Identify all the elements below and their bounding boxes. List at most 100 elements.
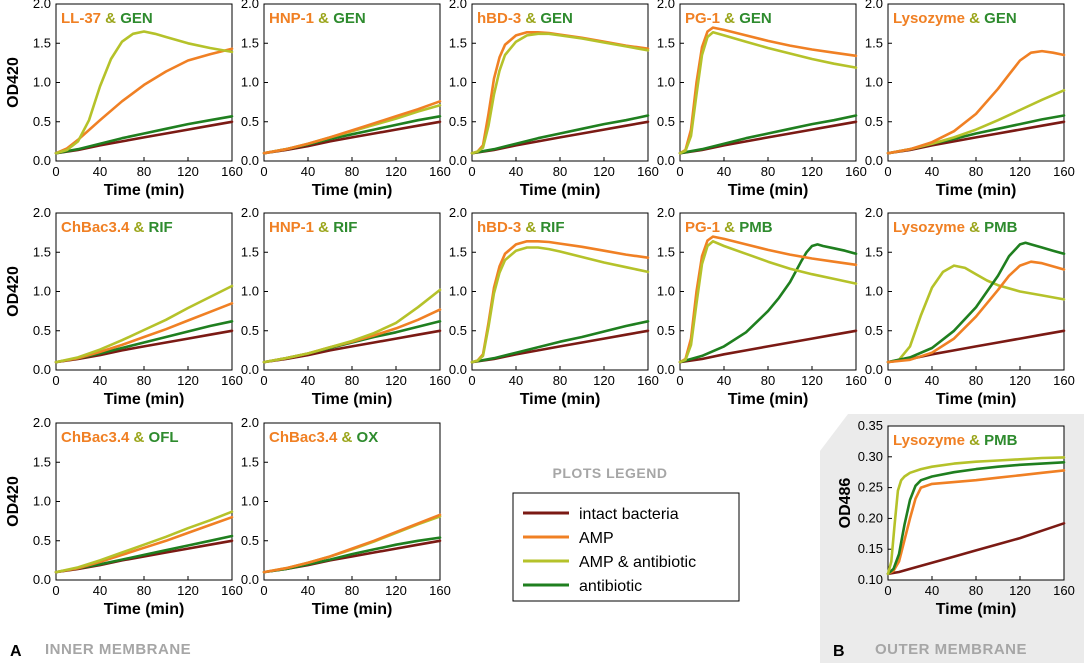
y-tick-label: 1.0 — [241, 75, 259, 90]
y-tick-label: 0.0 — [657, 153, 675, 168]
x-tick-label: 40 — [93, 164, 107, 179]
y-tick-label: 0.5 — [865, 323, 883, 338]
chart-p8: 0.0 0.5 1.0 1.5 2.0 0 40 80 120 160 Time (min) hBD-… — [449, 205, 659, 408]
x-tick-label: 80 — [969, 164, 983, 179]
x-tick-label: 40 — [925, 373, 939, 388]
title-amp-sep: & — [101, 10, 120, 27]
outer-membrane-label: OUTER MEMBRANE — [875, 641, 1027, 658]
y-tick-label: 0.5 — [241, 114, 259, 129]
series-line-amp_ab — [470, 32, 650, 155]
x-tick-label: 0 — [52, 373, 59, 388]
y-tick-label: 1.0 — [657, 284, 675, 299]
title-antibiotic: GEN — [739, 10, 772, 27]
title-antibiotic: PMB — [739, 219, 773, 236]
series-line-antibiotic — [678, 243, 858, 364]
x-tick-label: 80 — [761, 164, 775, 179]
x-tick-label: 80 — [137, 373, 151, 388]
x-tick-label: 160 — [637, 373, 659, 388]
title-amp: Lysozyme — [893, 10, 965, 27]
title-amp: ChBac3.4 — [61, 219, 130, 236]
x-axis-label: Time (min) — [520, 182, 601, 199]
inner-membrane-label: INNER MEMBRANE — [45, 641, 191, 658]
y-tick-label: 2.0 — [657, 205, 675, 220]
x-axis-label: Time (min) — [728, 182, 809, 199]
legend-label-amp: AMP — [579, 530, 614, 547]
x-tick-label: 160 — [221, 164, 243, 179]
title-amp-sep: & — [521, 10, 540, 27]
title-amp: PG-1 — [685, 219, 720, 236]
y-tick-label: 1.5 — [241, 35, 259, 50]
y-tick-label: 0.0 — [33, 153, 51, 168]
x-tick-label: 160 — [221, 583, 243, 598]
x-tick-label: 0 — [52, 583, 59, 598]
plots-group: 0.0 0.5 1.0 1.5 2.0 0 40 80 120 160 Time (min) OD42… — [5, 0, 1075, 618]
x-tick-label: 40 — [301, 583, 315, 598]
title-amp-sep: & — [965, 432, 984, 449]
y-tick-label: 1.5 — [241, 244, 259, 259]
y-tick-label: 1.0 — [33, 494, 51, 509]
title-antibiotic: OFL — [149, 429, 179, 446]
y-tick-label: 0.0 — [33, 572, 51, 587]
series-line-antibiotic — [886, 460, 1066, 576]
title-amp-sep: & — [129, 429, 148, 446]
x-tick-label: 40 — [93, 373, 107, 388]
y-tick-label: 1.0 — [449, 75, 467, 90]
x-tick-label: 0 — [884, 583, 891, 598]
x-tick-label: 40 — [717, 164, 731, 179]
series-line-amp — [886, 260, 1066, 364]
plots-legend: PLOTS LEGEND intact bacteria AMP AMP & ant… — [512, 465, 740, 602]
y-tick-label: 0.0 — [241, 572, 259, 587]
y-tick-label: 0.0 — [241, 153, 259, 168]
title-amp: ChBac3.4 — [61, 429, 130, 446]
x-tick-label: 80 — [761, 373, 775, 388]
x-tick-label: 160 — [429, 583, 451, 598]
chart-p4: 0.0 0.5 1.0 1.5 2.0 0 40 80 120 160 Time (min) PG-1… — [657, 0, 867, 199]
series-line-amp — [262, 513, 442, 574]
title-antibiotic: PMB — [984, 432, 1018, 449]
y-tick-label: 0.0 — [241, 362, 259, 377]
x-axis-label: Time (min) — [104, 601, 185, 618]
y-axis-label: OD420 — [5, 476, 22, 527]
chart-p2: 0.0 0.5 1.0 1.5 2.0 0 40 80 120 160 Time (min) HNP-… — [241, 0, 451, 199]
y-tick-label: 0.10 — [858, 572, 883, 587]
chart-p7: 0.0 0.5 1.0 1.5 2.0 0 40 80 120 160 Time (min) HNP-… — [241, 205, 451, 408]
y-tick-label: 2.0 — [449, 0, 467, 11]
plot-title: LL-37 & GEN — [61, 10, 153, 27]
title-antibiotic: GEN — [984, 10, 1017, 27]
y-tick-label: 2.0 — [865, 0, 883, 11]
x-tick-label: 0 — [884, 164, 891, 179]
y-tick-label: 1.5 — [657, 244, 675, 259]
title-amp-sep: & — [965, 219, 984, 236]
series-line-antibiotic — [886, 241, 1066, 364]
y-tick-label: 0.0 — [865, 153, 883, 168]
series-line-amp_ab — [886, 264, 1066, 364]
plot-title: ChBac3.4 & OX — [269, 429, 378, 446]
x-tick-label: 80 — [553, 373, 567, 388]
y-tick-label: 0.5 — [449, 114, 467, 129]
legend-label-antibiotic: antibiotic — [579, 578, 642, 595]
title-antibiotic: RIF — [149, 219, 173, 236]
legend-title: PLOTS LEGEND — [553, 465, 668, 481]
legend-box — [512, 492, 740, 602]
x-axis-label: Time (min) — [104, 182, 185, 199]
y-tick-label: 1.0 — [241, 284, 259, 299]
title-antibiotic: OX — [357, 429, 379, 446]
x-tick-label: 80 — [137, 583, 151, 598]
y-tick-label: 1.0 — [865, 75, 883, 90]
series-line-amp_ab — [678, 240, 858, 364]
x-tick-label: 40 — [301, 373, 315, 388]
panel-letter-b: B — [833, 643, 845, 660]
x-tick-label: 120 — [1009, 583, 1031, 598]
x-tick-label: 40 — [717, 373, 731, 388]
y-tick-label: 0.5 — [449, 323, 467, 338]
y-tick-label: 0.0 — [449, 362, 467, 377]
series-line-antibiotic — [470, 114, 650, 155]
x-tick-label: 0 — [468, 373, 475, 388]
title-amp-sep: & — [314, 10, 333, 27]
chart-p6: 0.0 0.5 1.0 1.5 2.0 0 40 80 120 160 Time (min) OD42… — [5, 205, 243, 408]
x-tick-label: 120 — [385, 373, 407, 388]
series-line-intact — [678, 329, 858, 364]
series-line-amp_ab — [54, 284, 234, 364]
y-tick-label: 0.0 — [657, 362, 675, 377]
y-axis-label: OD420 — [5, 57, 22, 108]
